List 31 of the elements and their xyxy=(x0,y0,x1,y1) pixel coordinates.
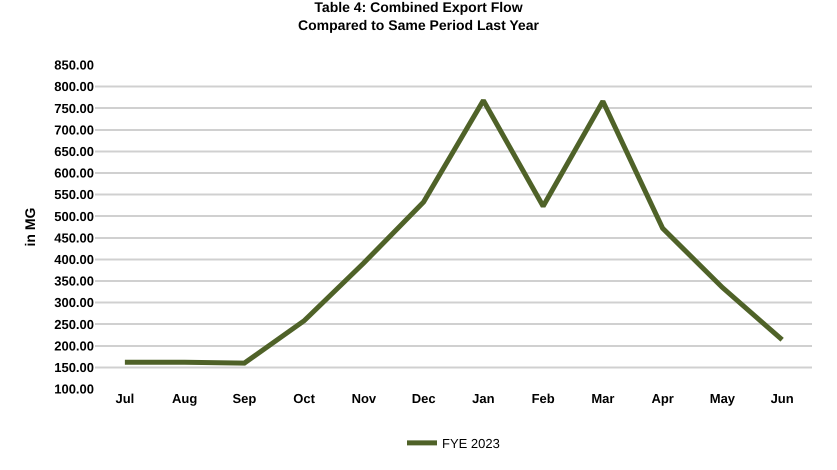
y-tick-label: 750.00 xyxy=(54,100,94,116)
y-axis-title: in MG xyxy=(22,207,38,246)
x-tick-label: Mar xyxy=(591,391,614,406)
y-tick-label: 150.00 xyxy=(54,360,94,375)
y-tick-label: 600.00 xyxy=(54,166,94,181)
x-tick-label: May xyxy=(710,391,736,406)
y-tick-label: 700.00 xyxy=(54,122,94,138)
y-tick-label: 650.00 xyxy=(54,144,94,159)
y-tick-label: 450.00 xyxy=(54,230,94,246)
y-tick-label: 250.00 xyxy=(54,316,94,332)
y-tick-label: 200.00 xyxy=(54,338,94,354)
x-tick-label: Dec xyxy=(412,391,436,406)
x-tick-label: Sep xyxy=(232,391,256,406)
x-tick-label: Feb xyxy=(532,391,555,406)
y-tick-label: 500.00 xyxy=(54,208,94,224)
legend-label: FYE 2023 xyxy=(442,436,500,451)
y-tick-label: 350.00 xyxy=(54,274,94,289)
x-tick-label: Jun xyxy=(770,391,794,406)
y-tick-label: 100.00 xyxy=(54,382,94,397)
y-tick-label: 400.00 xyxy=(54,252,94,267)
x-tick-label: Jan xyxy=(472,391,495,406)
x-tick-label: Aug xyxy=(172,391,198,406)
y-tick-label: 850.00 xyxy=(54,58,94,73)
y-tick-label: 800.00 xyxy=(54,79,94,94)
y-tick-label: 550.00 xyxy=(54,187,94,202)
x-tick-label: Oct xyxy=(293,391,316,406)
x-tick-label: Apr xyxy=(651,391,674,406)
chart-title: Table 4: Combined Export Flow Compared to Same Period Last Year xyxy=(298,0,540,33)
x-tick-label: Jul xyxy=(115,391,134,406)
y-tick-label: 300.00 xyxy=(54,295,94,310)
x-tick-label: Nov xyxy=(352,391,377,406)
